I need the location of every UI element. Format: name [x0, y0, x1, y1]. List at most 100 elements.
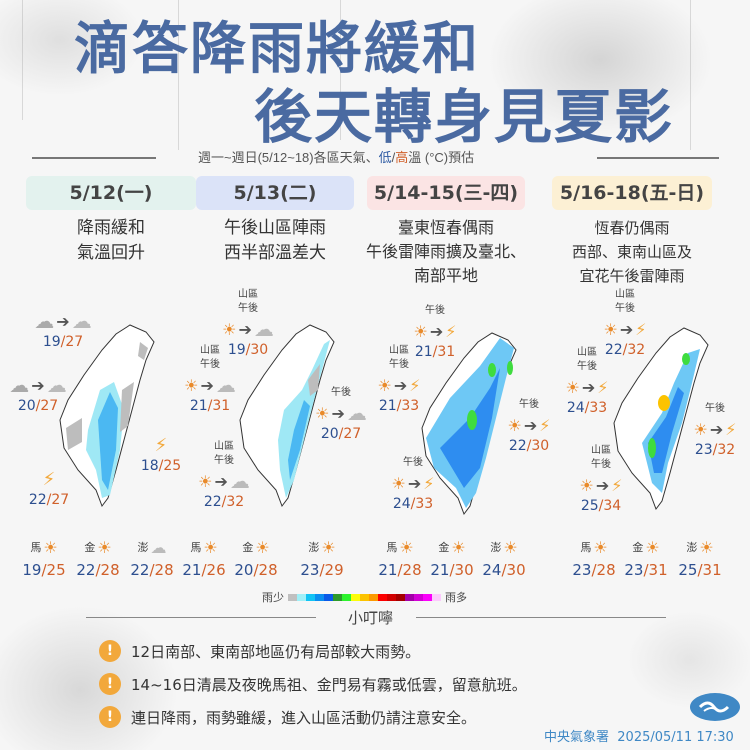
temperature: 22/30 [508, 438, 550, 454]
legend-swatch [432, 593, 441, 601]
island-matsu: 馬 ☀ 23/28 [572, 537, 616, 580]
subtitle-slash: / [391, 150, 396, 165]
tag-mountain: 山區 [200, 345, 220, 356]
sun-cloud-icon: ☀ [43, 537, 58, 557]
notes-title: 小叮嚀 [348, 609, 394, 627]
tag-mountain: 山區 [615, 289, 635, 300]
taiwan-rainfall-map-5-16-18 [613, 327, 709, 511]
legend-more-label: 雨多 [445, 591, 467, 604]
legend-swatch [342, 593, 351, 601]
sun-cloud-icon: ☀ [593, 537, 608, 557]
legend-swatch [396, 593, 405, 601]
day-header: 5/16-18(五-日) [552, 176, 712, 210]
sun-cloud-icon: ☀ [603, 319, 618, 339]
legend-swatch [306, 593, 315, 601]
tag-afternoon: 午後 [200, 359, 220, 370]
forecast-north: 山區 午後 ☀ ➔ ☁ 19/30 [208, 288, 288, 358]
forecast-icons: ☀ ➔ ⚡ [552, 374, 622, 400]
desc-line: 氣溫回升 [77, 243, 145, 263]
low-temp: 22 [28, 492, 47, 508]
day-header: 5/13(二) [196, 176, 354, 210]
tag-afternoon: 午後 [331, 387, 351, 398]
island-name: 馬 [30, 541, 42, 554]
temperature: 21/31 [414, 344, 456, 360]
day-column-5-13: 5/13(二) 午後山區陣雨 西半部溫差大 [196, 176, 354, 266]
sun-cloud-icon: ☀ [203, 537, 218, 557]
arrow-right-icon: ➔ [56, 311, 70, 331]
island-name: 金 [242, 541, 254, 554]
high-temp: 30 [454, 561, 474, 579]
arrow-right-icon: ➔ [393, 375, 408, 395]
rain-line-decoration [690, 0, 691, 150]
sun-cloud-icon: ☀ [377, 375, 392, 395]
high-temp: 27 [343, 426, 362, 442]
sun-cloud-icon: ☀ [255, 537, 270, 557]
subtitle-prefix: 週一~週日(5/12~18)各區天氣、 [198, 150, 379, 165]
low-temp: 21 [414, 344, 433, 360]
rain-cloud-icon: ☁ [34, 309, 55, 333]
desc-line: 降雨緩和 [77, 218, 145, 238]
cloud-icon: ☁ [46, 373, 67, 397]
low-temp: 21 [189, 398, 208, 414]
taiwan-rainfall-map-5-14-15 [421, 332, 517, 516]
low-temp: 20 [17, 398, 36, 414]
thunder-cloud-icon: ⚡ [423, 473, 435, 493]
forecast-icons: ☁ ➔ ☁ [8, 308, 118, 334]
island-matsu: 馬 ☀ 19/25 [22, 537, 66, 580]
subtitle-high-label: 高 [395, 150, 409, 165]
high-temp: 26 [206, 561, 226, 579]
note-text: 連日降雨，雨勢雖緩，進入山區活動仍請注意安全。 [131, 708, 477, 727]
tag-mountain: 山區 [591, 445, 611, 456]
forecast-north: ☁ ➔ ☁ 19/27 [8, 308, 118, 350]
low-temp: 22 [130, 561, 150, 579]
thunder-cloud-icon: ⚡ [409, 375, 421, 395]
day-description: 恆春仍偶雨 西部、東南山區及 宜花午後雷陣雨 [552, 216, 712, 288]
cloud-icon: ☁ [150, 537, 167, 557]
sun-cloud-icon: ☀ [198, 471, 213, 491]
desc-line: 午後雷陣雨擴及臺北、 [365, 242, 526, 261]
day-column-5-12: 5/12(一) 降雨緩和 氣溫回升 [26, 176, 196, 266]
sun-cloud-icon: ☀ [699, 537, 714, 557]
legend-swatch [378, 593, 387, 601]
island-name: 馬 [190, 541, 202, 554]
tag-afternoon: 午後 [705, 403, 725, 414]
temperature: 24/33 [566, 400, 608, 416]
high-temp: 28 [258, 561, 278, 579]
cwa-logo-icon [690, 693, 740, 721]
forecast-icons: ☀ ➔ ⚡ [378, 470, 448, 496]
low-temp: 21 [182, 561, 202, 579]
thunder-cloud-icon: ⚡ [154, 434, 168, 456]
sun-cloud-icon: ☀ [97, 537, 112, 557]
temperature: 21/31 [189, 398, 231, 414]
footer: 中央氣象署 2025/05/11 17:30 [544, 726, 734, 745]
forecast-icons: ☀ ➔ ⚡ [364, 372, 434, 398]
low-temp: 18 [140, 458, 159, 474]
arrow-right-icon: ➔ [331, 403, 345, 423]
legend-less-label: 雨少 [262, 591, 284, 604]
rain-line-decoration [340, 0, 341, 140]
high-temp: 27 [51, 492, 70, 508]
island-name: 澎 [490, 541, 502, 554]
high-temp: 31 [212, 398, 231, 414]
temperature: 25/34 [580, 498, 622, 514]
forecast-icons: ☀ ➔ ⚡ [494, 412, 564, 438]
island-kinmen: 金 ☀ 20/28 [234, 537, 278, 580]
divider [416, 617, 666, 618]
note-item: ! 連日降雨，雨勢雖緩，進入山區活動仍請注意安全。 [99, 706, 476, 728]
temperature: 18/25 [140, 458, 182, 474]
day-description: 降雨緩和 氣溫回升 [26, 216, 196, 266]
sun-cloud-icon: ☀ [645, 537, 660, 557]
forecast-north: 山區 午後 ☀ ➔ ⚡ 22/32 [590, 288, 660, 358]
desc-line: 西半部溫差大 [224, 243, 326, 263]
temperature: 22/27 [28, 492, 70, 508]
temperature: 19/30 [227, 342, 269, 358]
sun-cloud-icon: ☀ [565, 377, 580, 397]
rain-cloud-icon: ☁ [229, 469, 250, 493]
high-temp: 27 [40, 398, 59, 414]
legend-swatch [297, 593, 306, 601]
forecast-central: 山區 午後 ☀ ➔ ☁ 21/31 [172, 344, 248, 414]
low-temp: 22 [508, 438, 527, 454]
low-temp: 19 [22, 561, 42, 579]
low-temp: 23 [694, 442, 713, 458]
